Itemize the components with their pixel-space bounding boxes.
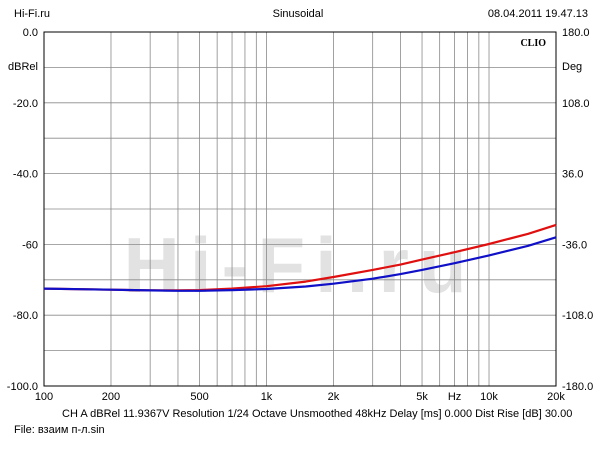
y-tick-label: -40.0: [13, 169, 38, 181]
x-tick-label: 1k: [261, 391, 273, 403]
y-tick-label: 0.0: [23, 27, 38, 39]
plot-frame: [43, 31, 557, 387]
y-tick-label: -80.0: [13, 310, 38, 322]
x-tick-label: 20k: [547, 391, 565, 403]
clio-logo: CLIO: [520, 38, 546, 49]
footer-file: File: взаим п-л.sin: [14, 424, 105, 436]
y2-tick-label: 36.0: [562, 169, 583, 181]
label-layer: dBRel Deg 0.0 -20.0 -40.0 -60 -80.0 -100.0 180.0…: [7, 27, 593, 403]
y2-axis-label: Deg: [562, 61, 582, 73]
y-tick-label: -60: [22, 239, 38, 251]
x-tick-label: 200: [102, 391, 120, 403]
header-title: Sinusoidal: [272, 8, 324, 20]
frequency-response-chart: Hi-Fi.ru dBRel Deg 0.0 -20.0 -40.0 -60 -80.0 -1…: [7, 27, 593, 403]
x-tick-label: 500: [190, 391, 208, 403]
y2-tick-label: 180.0: [562, 27, 590, 39]
x-tick-label: 100: [35, 391, 53, 403]
x-tick-label: 2k: [328, 391, 340, 403]
watermark-layer: Hi-Fi.ru: [124, 221, 477, 309]
watermark-text: Hi-Fi.ru: [124, 221, 477, 309]
grid-layer: [44, 32, 556, 386]
footer-info: CH A dBRel 11.9367V Resolution 1/24 Octa…: [62, 408, 573, 420]
y2-tick-label: 108.0: [562, 98, 590, 110]
header-left: Hi-Fi.ru: [14, 8, 51, 20]
x-tick-label: Hz: [448, 391, 461, 403]
y2-tick-label: -108.0: [562, 310, 593, 322]
y-tick-label: -20.0: [13, 98, 38, 110]
x-tick-label: 5k: [416, 391, 428, 403]
y2-tick-label: -36.0: [562, 239, 587, 251]
header-timestamp: 08.04.2011 19.47.13: [487, 8, 588, 20]
series-line-2: [43, 236, 557, 292]
y-axis-label: dBRel: [8, 61, 38, 73]
series-layer: [43, 223, 557, 292]
x-tick-label: 10k: [480, 391, 498, 403]
y-tick-label: -100.0: [7, 381, 38, 393]
y2-tick-label: -180.0: [562, 381, 593, 393]
